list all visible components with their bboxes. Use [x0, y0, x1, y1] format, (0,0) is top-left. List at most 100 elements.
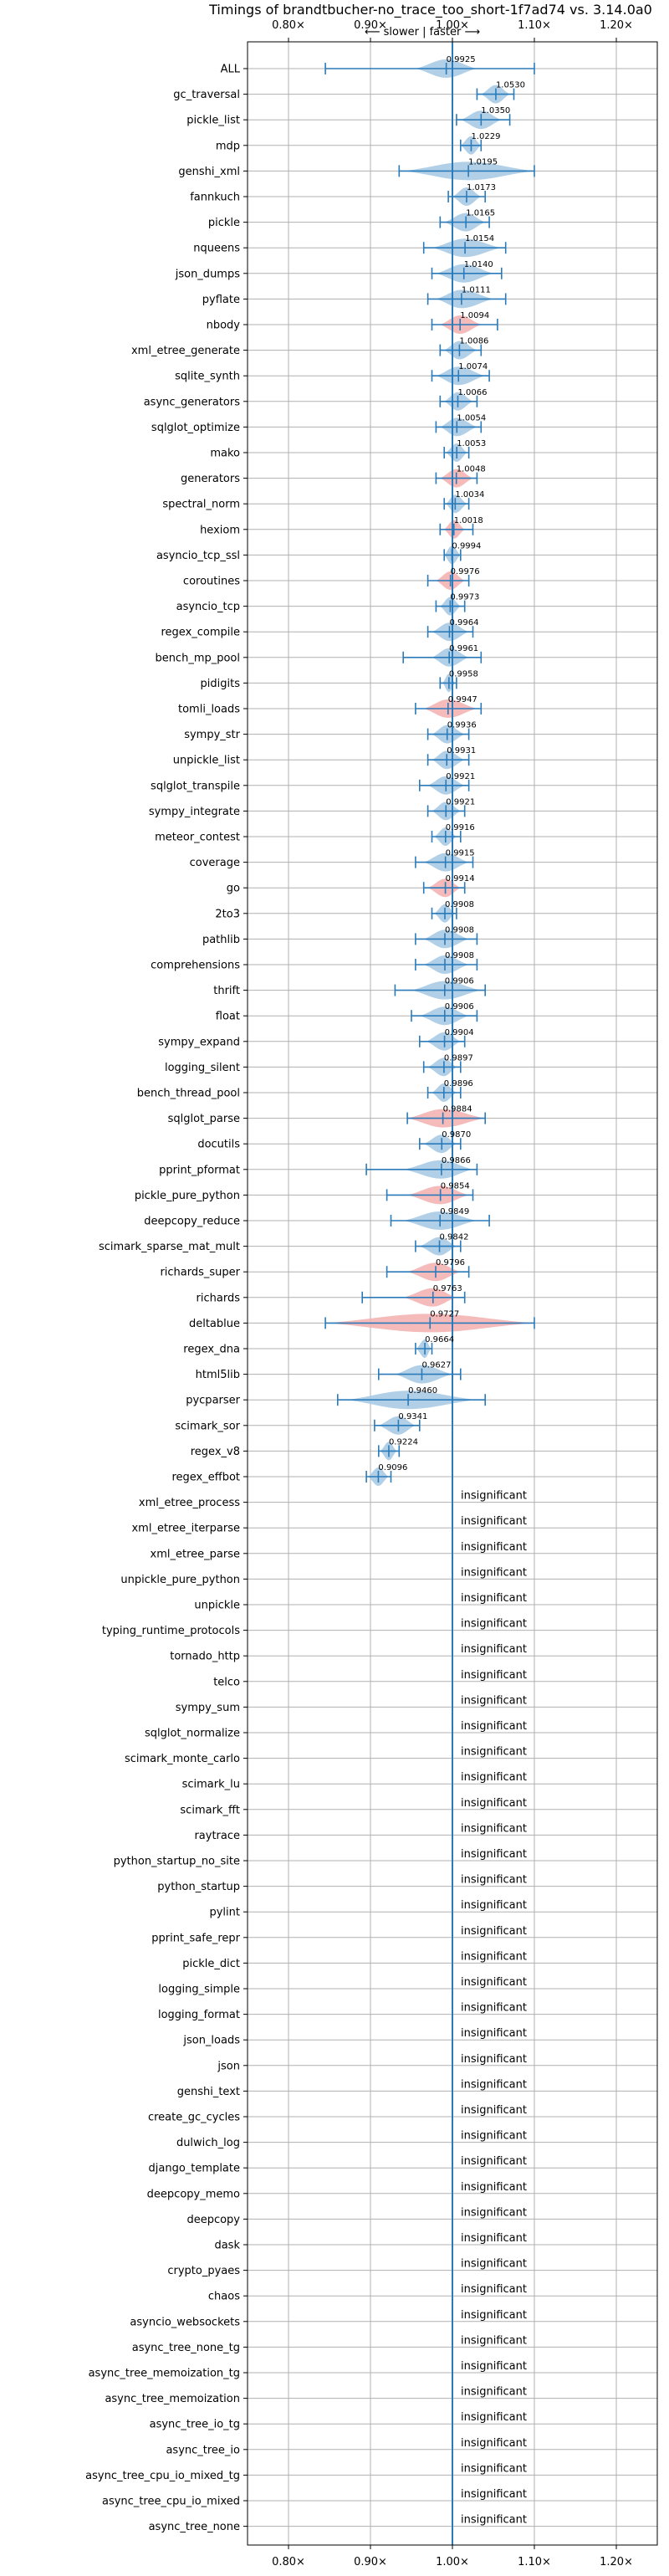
insignificant-label: insignificant [461, 1822, 527, 1835]
category-label: async_tree_none [149, 2521, 240, 2533]
insignificant-label: insignificant [461, 2206, 527, 2219]
category-label: asyncio_websockets [130, 2316, 240, 2328]
value-label: 0.9976 [451, 567, 480, 576]
category-label: scimark_monte_carlo [125, 1753, 240, 1765]
insignificant-label: insignificant [461, 1950, 527, 1963]
value-label: 0.9896 [444, 1079, 473, 1088]
category-label: logging_silent [165, 1062, 240, 1074]
insignificant-label: insignificant [461, 1592, 527, 1605]
category-label: typing_runtime_protocols [102, 1625, 240, 1637]
category-label: async_tree_cpu_io_mixed_tg [85, 2470, 240, 2482]
category-label: go [227, 883, 240, 895]
category-label: pprint_safe_repr [151, 1932, 240, 1944]
value-label: 0.9727 [430, 1309, 459, 1319]
insignificant-label: insignificant [461, 2411, 527, 2424]
category-label: async_tree_none_tg [132, 2342, 240, 2354]
x-tick-label-top: 1.10× [518, 19, 551, 32]
category-label: sympy_sum [176, 1702, 240, 1714]
chart-title: Timings of brandtbucher-no_trace_too_sho… [208, 2, 652, 18]
value-label: 1.0530 [496, 81, 525, 90]
category-label: sqlglot_parse [168, 1113, 240, 1125]
value-label: 0.9664 [425, 1335, 454, 1344]
category-label: sqlite_synth [175, 371, 240, 383]
x-tick-label-bottom: 1.20× [600, 2556, 633, 2568]
category-label: xml_etree_parse [151, 1548, 240, 1560]
insignificant-label: insignificant [461, 2386, 527, 2399]
x-tick-label-top: 0.90× [354, 19, 387, 32]
insignificant-label: insignificant [461, 2360, 527, 2373]
value-label: 1.0195 [468, 157, 498, 166]
category-label: fannkuch [190, 192, 240, 204]
value-label: 1.0140 [464, 260, 493, 269]
insignificant-label: insignificant [461, 1694, 527, 1707]
category-label: unpickle [194, 1600, 240, 1612]
insignificant-label: insignificant [461, 1490, 527, 1503]
category-label: nqueens [193, 243, 240, 255]
value-label: 1.0350 [481, 106, 510, 115]
insignificant-label: insignificant [461, 1720, 527, 1733]
category-label: mdp [216, 140, 240, 152]
insignificant-label: insignificant [461, 2053, 527, 2066]
category-label: scimark_fft [180, 1804, 240, 1816]
category-label: deepcopy_memo [147, 2188, 240, 2200]
category-label: gc_traversal [173, 89, 240, 101]
value-label: 0.9906 [445, 977, 474, 986]
value-label: 0.9904 [445, 1028, 474, 1037]
category-label: raytrace [194, 1830, 240, 1842]
x-tick-label-bottom: 0.80× [272, 2556, 305, 2568]
category-label: regex_compile [161, 627, 240, 639]
category-label: pprint_pformat [159, 1164, 240, 1176]
value-label: 1.0111 [462, 285, 491, 294]
insignificant-label: insignificant [461, 2130, 527, 2143]
category-label: thrift [213, 985, 240, 997]
value-label: 0.9921 [446, 797, 475, 807]
value-label: 0.9961 [449, 644, 478, 653]
category-label: create_gc_cycles [148, 2112, 240, 2124]
insignificant-label: insignificant [461, 2488, 527, 2501]
category-label: generators [181, 473, 240, 485]
category-label: scimark_lu [182, 1779, 240, 1791]
category-label: unpickle_pure_python [120, 1574, 240, 1586]
value-label: 0.9973 [450, 593, 479, 602]
value-label: 0.9849 [440, 1207, 469, 1216]
value-label: 1.0173 [467, 183, 496, 192]
insignificant-label: insignificant [461, 1541, 527, 1554]
category-labels: ALL 0.9925 gc_traversal 1.0530 pickle_list 1.… [85, 55, 527, 2533]
category-label: genshi_xml [178, 166, 240, 178]
category-label: xml_etree_process [139, 1497, 240, 1509]
category-label: deepcopy_reduce [144, 1216, 240, 1228]
category-label: tornado_http [170, 1651, 240, 1663]
category-label: xml_etree_generate [131, 345, 240, 357]
category-label: bench_thread_pool [137, 1088, 240, 1100]
x-tick-label-top: 0.80× [272, 19, 305, 32]
insignificant-label: insignificant [461, 1771, 527, 1784]
category-label: spectral_norm [162, 499, 240, 511]
insignificant-label: insignificant [461, 2437, 527, 2450]
category-label: pylint [209, 1907, 240, 1919]
category-label: json [217, 2060, 240, 2072]
insignificant-label: insignificant [461, 2181, 527, 2194]
value-label: 0.9460 [408, 1386, 437, 1396]
violins [324, 59, 535, 1486]
value-label: 1.0086 [459, 337, 488, 346]
category-label: regex_v8 [191, 1446, 240, 1458]
category-label: logging_simple [158, 1984, 240, 1996]
x-axis-ticks: 0.80× 0.80× 0.90× 0.90× 1.00× 1.00× 1.10× 1.10×… [243, 19, 633, 2568]
category-label: dask [214, 2240, 240, 2252]
value-label: 0.9914 [446, 874, 475, 883]
category-label: asyncio_tcp_ssl [156, 550, 240, 562]
value-label: 0.9925 [447, 55, 476, 64]
value-label: 1.0094 [460, 311, 489, 320]
category-label: bench_mp_pool [155, 652, 240, 664]
category-label: comprehensions [151, 960, 240, 972]
category-label: django_template [149, 2163, 240, 2175]
value-label: 0.9224 [389, 1437, 418, 1447]
insignificant-label: insignificant [461, 2104, 527, 2117]
insignificant-label: insignificant [461, 2309, 527, 2322]
x-tick-label-top: 1.20× [600, 19, 633, 32]
insignificant-label: insignificant [461, 1566, 527, 1579]
category-label: async_tree_io_tg [150, 2419, 240, 2431]
category-label: scimark_sor [175, 1420, 240, 1432]
value-label: 0.9866 [442, 1156, 471, 1165]
insignificant-label: insignificant [461, 1976, 527, 1989]
